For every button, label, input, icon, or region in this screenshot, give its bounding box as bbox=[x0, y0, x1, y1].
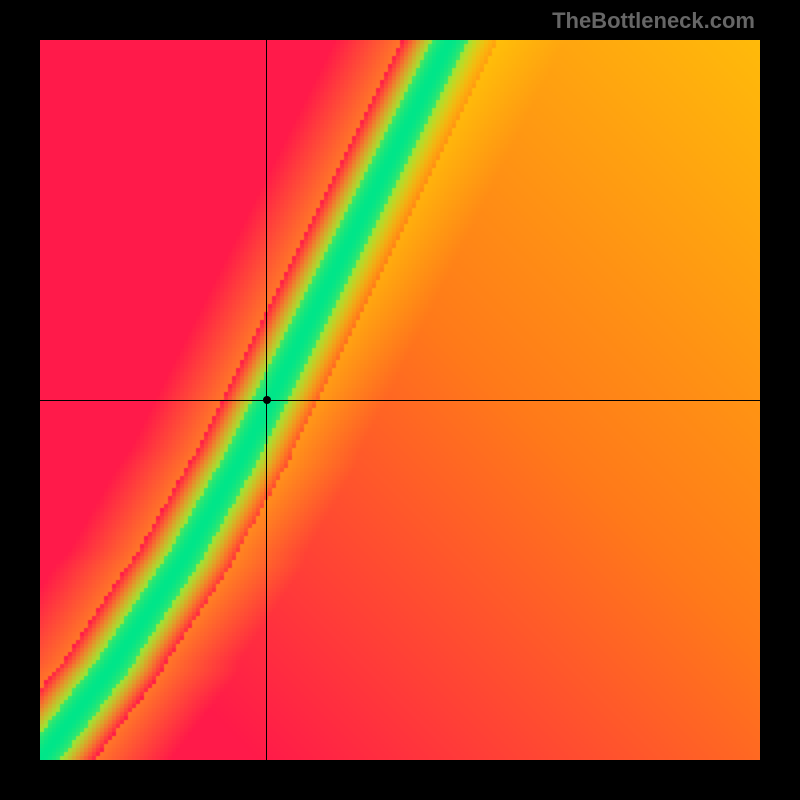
watermark-text: TheBottleneck.com bbox=[552, 8, 755, 34]
crosshair-horizontal bbox=[40, 400, 760, 401]
chart-container: TheBottleneck.com bbox=[0, 0, 800, 800]
crosshair-marker bbox=[263, 396, 271, 404]
